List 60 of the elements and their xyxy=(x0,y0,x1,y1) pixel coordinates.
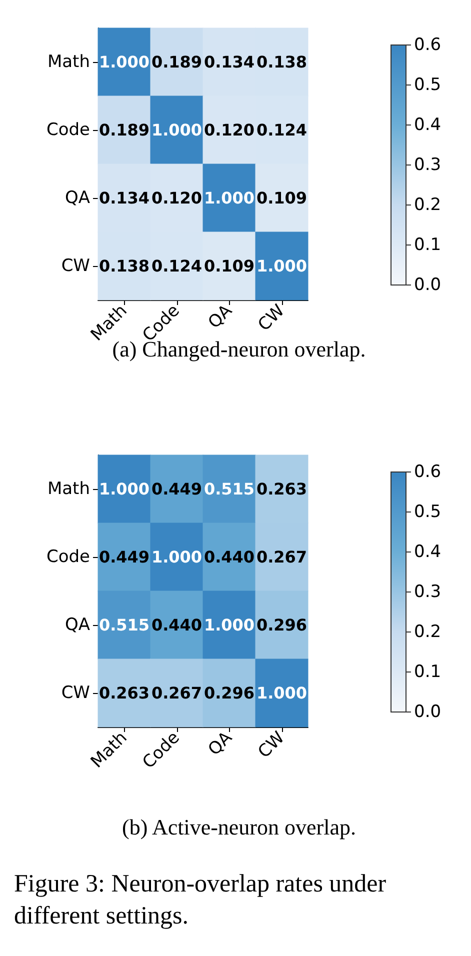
data-label: 0.296 xyxy=(256,616,308,634)
data-label: 1.000 xyxy=(256,256,308,276)
color-bar-label: 0.3 xyxy=(414,155,442,175)
data-label: 0.124 xyxy=(256,120,308,140)
data-label: 1.000 xyxy=(204,188,255,208)
data-label: 1.000 xyxy=(204,616,255,634)
data-label: 0.449 xyxy=(98,548,150,566)
data-label: 0.515 xyxy=(204,480,255,498)
y-tick-label: Math xyxy=(47,479,90,499)
data-label: 1.000 xyxy=(98,480,150,498)
data-label: 0.267 xyxy=(151,684,202,702)
color-bar-label: 0.3 xyxy=(414,582,442,602)
data-label: 0.263 xyxy=(98,684,150,702)
data-label: 0.440 xyxy=(151,616,202,634)
y-tick-label: CW xyxy=(61,683,90,703)
color-bar-label: 0.5 xyxy=(414,502,442,522)
data-label: 0.134 xyxy=(98,188,150,208)
data-label: 0.296 xyxy=(204,684,255,702)
data-label: 1.000 xyxy=(256,684,308,702)
data-label: 0.120 xyxy=(151,188,202,208)
color-bar-label: 0.2 xyxy=(414,195,442,215)
color-bar-label: 0.6 xyxy=(414,35,442,55)
y-tick-label: QA xyxy=(64,615,90,635)
color-bar-label: 0.1 xyxy=(414,662,442,682)
data-label: 0.124 xyxy=(151,256,202,276)
y-tick-label: QA xyxy=(64,188,90,208)
x-tick-label: QA xyxy=(204,300,237,333)
x-tick-label: CW xyxy=(254,728,289,762)
data-label: 1.000 xyxy=(151,120,202,140)
color-bar-label: 0.6 xyxy=(414,462,442,482)
data-label: 0.120 xyxy=(204,120,255,140)
data-label: 0.109 xyxy=(256,188,308,208)
color-bar-label: 0.4 xyxy=(414,115,442,135)
color-bar-label: 0.4 xyxy=(414,542,442,562)
data-label: 0.189 xyxy=(151,52,202,72)
data-label: 0.138 xyxy=(256,52,308,72)
x-tick-label: CW xyxy=(254,300,289,336)
caption: Figure 3: Neuron-overlap rates under different settings. xyxy=(14,870,392,930)
data-label: 0.109 xyxy=(204,256,255,276)
y-tick-label: Code xyxy=(46,547,90,567)
text: (b) Active-neuron overlap. xyxy=(122,814,356,840)
data-label: 0.134 xyxy=(204,52,255,72)
data-label: 1.000 xyxy=(98,52,150,72)
data-label: 0.449 xyxy=(151,480,202,498)
color-bar-label: 0.5 xyxy=(414,75,442,95)
color-bar-label: 0.1 xyxy=(414,235,442,255)
color-bar-label: 0.0 xyxy=(414,275,442,295)
data-label: 0.189 xyxy=(98,120,150,140)
y-tick-label: Math xyxy=(47,52,90,72)
y-tick-label: CW xyxy=(61,256,90,276)
x-tick-label: QA xyxy=(204,728,237,760)
data-label: 1.000 xyxy=(151,548,202,566)
data-label: 0.515 xyxy=(98,616,150,634)
color-bar-label: 0.2 xyxy=(414,622,442,642)
y-tick-label: Code xyxy=(46,120,90,140)
data-label: 0.440 xyxy=(204,548,255,566)
color-bar-label: 0.0 xyxy=(414,702,442,722)
data-label: 0.138 xyxy=(98,256,150,276)
data-label: 0.263 xyxy=(256,480,308,498)
data-label: 0.267 xyxy=(256,548,308,566)
